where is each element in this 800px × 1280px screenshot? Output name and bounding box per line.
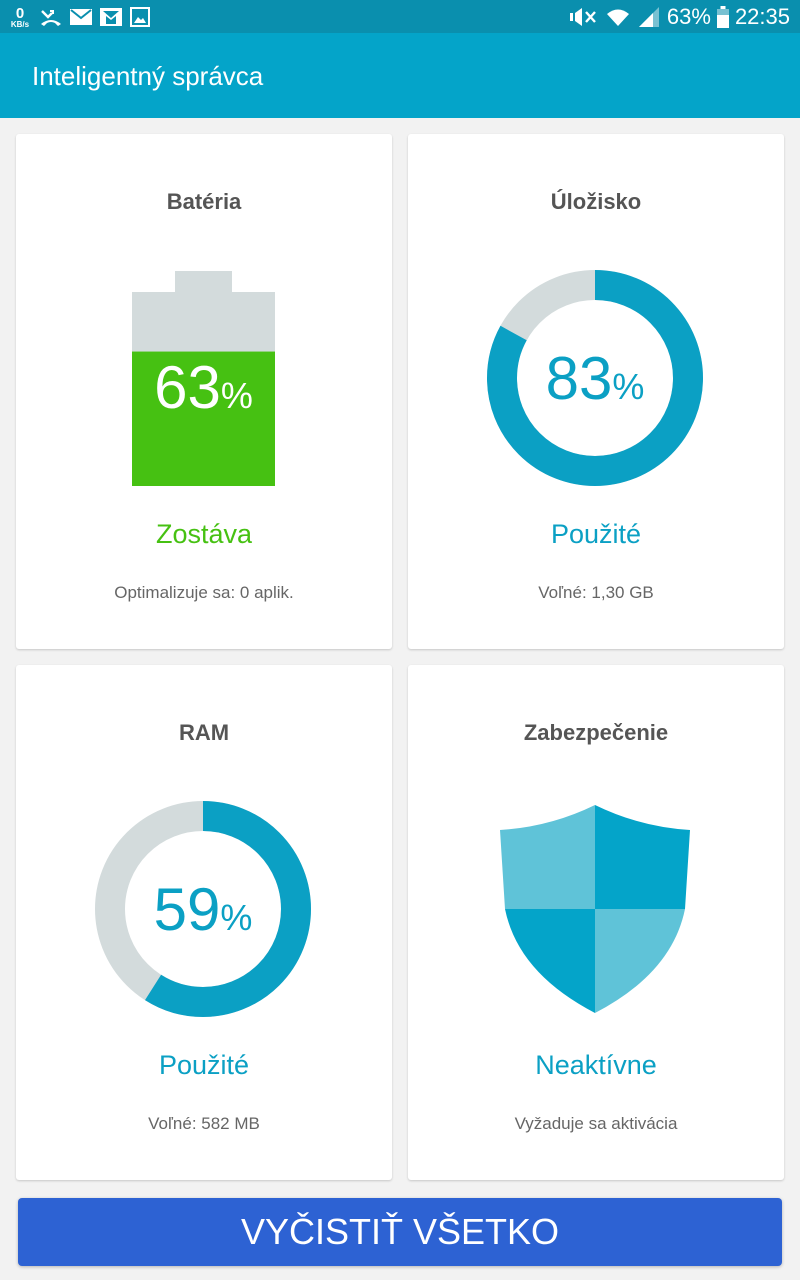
storage-ring-used <box>487 270 703 486</box>
storage-status: Použité <box>550 519 642 549</box>
ram-unit: % <box>220 897 253 938</box>
email-icon <box>70 9 92 25</box>
clock: 22:35 <box>734 4 790 29</box>
network-speed: 0 KB/s <box>8 6 32 29</box>
battery-level-fill <box>132 351 275 486</box>
security-card-title: Zabezpečenie <box>523 720 669 745</box>
ram-ring-used <box>95 801 311 1017</box>
wifi-icon <box>605 6 631 28</box>
ram-status: Použité <box>158 1050 250 1080</box>
ram-card[interactable]: RAM 59% Použité Voľné: 582 MB <box>16 665 392 1180</box>
battery-gauge: 63% <box>132 271 275 486</box>
status-bar: 0 KB/s <box>0 0 800 33</box>
security-status: Neaktívne <box>535 1050 657 1080</box>
battery-card-title: Batéria <box>166 189 242 214</box>
status-bar-left: 0 KB/s <box>8 3 150 31</box>
clean-all-button[interactable]: VYČISTIŤ VŠETKO <box>18 1198 782 1266</box>
mute-icon <box>569 6 599 28</box>
network-speed-value: 0 <box>15 4 25 22</box>
security-card[interactable]: Zabezpečenie Neaktívne Vyžaduje sa aktiv… <box>408 665 784 1180</box>
signal-icon <box>637 6 661 28</box>
storage-unit: % <box>612 366 645 407</box>
ram-sub: Voľné: 582 MB <box>148 1114 260 1133</box>
battery-icon <box>716 6 729 28</box>
shield-icon <box>500 805 690 1015</box>
gmail-icon <box>100 8 122 26</box>
storage-sub: Voľné: 1,30 GB <box>538 583 654 602</box>
ram-value: 59 <box>153 876 221 943</box>
security-sub: Vyžaduje sa aktivácia <box>514 1114 678 1133</box>
ram-ring: 59% <box>95 801 311 1017</box>
status-bar-right: 63% 22:35 <box>569 3 790 31</box>
storage-card-title: Úložisko <box>550 189 642 214</box>
ram-card-title: RAM <box>178 720 230 745</box>
storage-value-label: 83% <box>487 344 703 413</box>
battery-value-label: 63% <box>132 353 275 422</box>
storage-ring: 83% <box>487 270 703 486</box>
missed-call-icon <box>40 7 62 27</box>
battery-value: 63 <box>154 354 221 421</box>
network-speed-unit: KB/s <box>10 19 30 29</box>
storage-value: 83 <box>545 345 613 412</box>
battery-gauge-graphic <box>132 271 275 486</box>
battery-unit: % <box>220 375 253 416</box>
ram-value-label: 59% <box>95 875 311 944</box>
battery-card[interactable]: Batéria 63% Zostáva Optimalizuje sa: 0 a… <box>16 134 392 649</box>
battery-sub: Optimalizuje sa: 0 aplik. <box>114 583 294 602</box>
battery-percent-text: 63% <box>666 4 711 29</box>
page-title: Inteligentný správca <box>32 61 264 91</box>
image-icon <box>130 7 150 27</box>
app-bar: Inteligentný správca <box>0 33 800 118</box>
storage-card[interactable]: Úložisko 83% Použité Voľné: 1,30 GB <box>408 134 784 649</box>
battery-status: Zostáva <box>155 519 253 549</box>
